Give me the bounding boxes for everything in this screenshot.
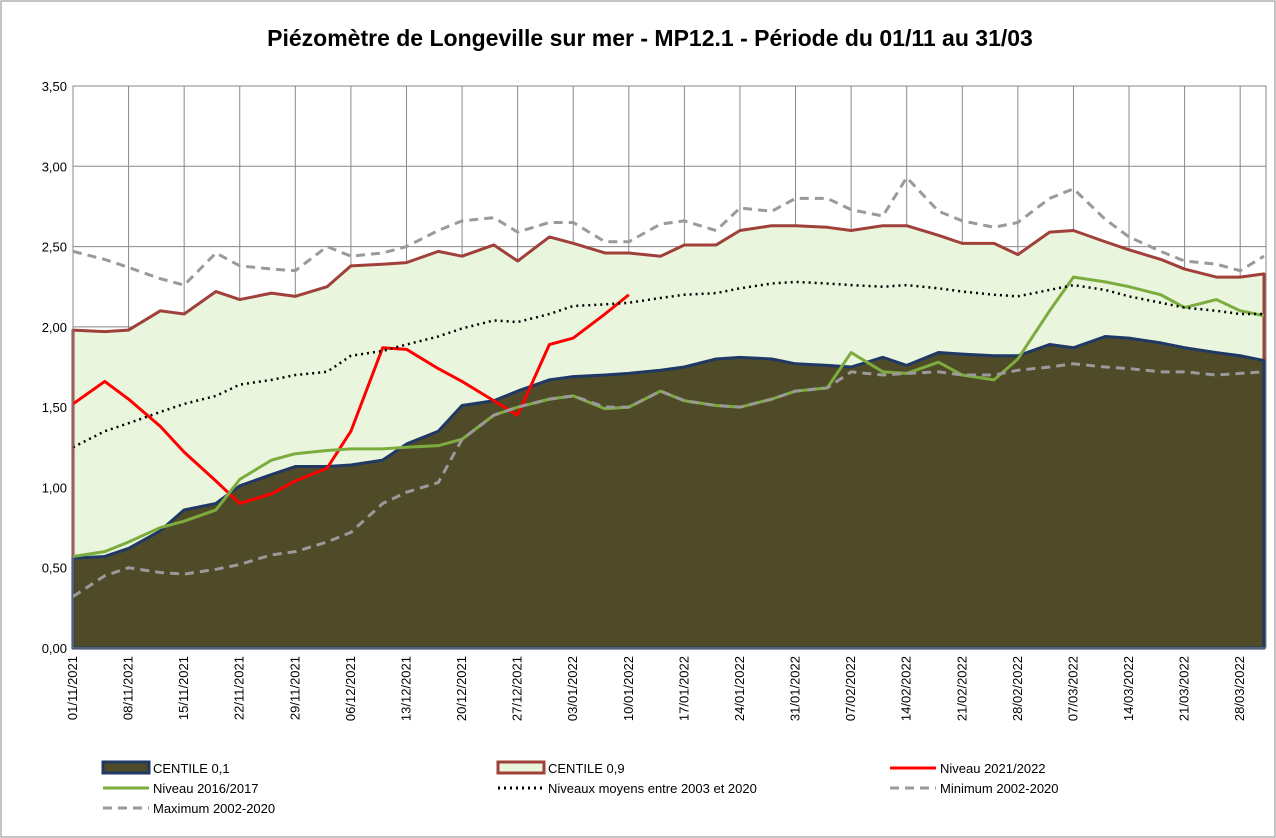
x-tick-label: 03/01/2022 (565, 656, 580, 721)
legend-label: Niveau 2016/2017 (153, 781, 259, 796)
x-tick-label: 24/01/2022 (732, 656, 747, 721)
y-tick-label: 1,50 (42, 400, 67, 415)
x-tick-label: 20/12/2021 (454, 656, 469, 721)
chart-title: Piézomètre de Longeville sur mer - MP12.… (267, 25, 1033, 51)
legend-label: Minimum 2002-2020 (940, 781, 1059, 796)
y-tick-label: 3,00 (42, 159, 67, 174)
x-tick-label: 07/02/2022 (843, 656, 858, 721)
x-tick-label: 08/11/2021 (121, 656, 136, 720)
legend-label: CENTILE 0,1 (153, 761, 230, 776)
line (72, 362, 1265, 598)
area (71, 334, 1266, 650)
line (72, 176, 1265, 287)
x-tick-label: 27/12/2021 (510, 656, 525, 721)
x-tick-label: 28/02/2022 (1010, 656, 1025, 721)
y-tick-label: 1,00 (42, 480, 67, 495)
x-tick-label: 21/03/2022 (1177, 656, 1192, 721)
x-tick-label: 21/02/2022 (954, 656, 969, 721)
x-tick-label: 17/01/2022 (676, 656, 691, 721)
y-tick-label: 0,00 (42, 641, 67, 656)
x-tick-label: 31/01/2022 (788, 656, 803, 721)
x-tick-label: 14/02/2022 (899, 656, 914, 721)
x-tick-label: 01/11/2021 (65, 656, 80, 720)
line (72, 293, 630, 505)
line (72, 280, 1264, 449)
legend-label: Maximum 2002-2020 (153, 801, 275, 816)
x-tick-label: 14/03/2022 (1121, 656, 1136, 721)
legend-label: Niveaux moyens entre 2003 et 2020 (548, 781, 757, 796)
y-tick-label: 2,50 (42, 240, 67, 255)
x-tick-label: 06/12/2021 (343, 656, 358, 721)
legend-label: CENTILE 0,9 (548, 761, 625, 776)
x-tick-label: 15/11/2021 (176, 656, 191, 720)
plot-frame (72, 85, 1267, 649)
legend-label: Niveau 2021/2022 (940, 761, 1046, 776)
y-tick-label: 0,50 (42, 561, 67, 576)
x-tick-label: 29/11/2021 (287, 656, 302, 720)
x-tick-label: 10/01/2022 (621, 656, 636, 721)
legend-swatch (101, 760, 151, 775)
line (72, 275, 1265, 558)
y-tick-label: 3,50 (42, 79, 67, 94)
x-tick-label: 07/03/2022 (1065, 656, 1080, 721)
legend-swatch (496, 760, 546, 775)
y-tick-label: 2,00 (42, 320, 67, 335)
x-tick-label: 28/03/2022 (1232, 656, 1247, 721)
x-tick-label: 22/11/2021 (232, 656, 247, 720)
x-tick-label: 13/12/2021 (398, 656, 413, 721)
